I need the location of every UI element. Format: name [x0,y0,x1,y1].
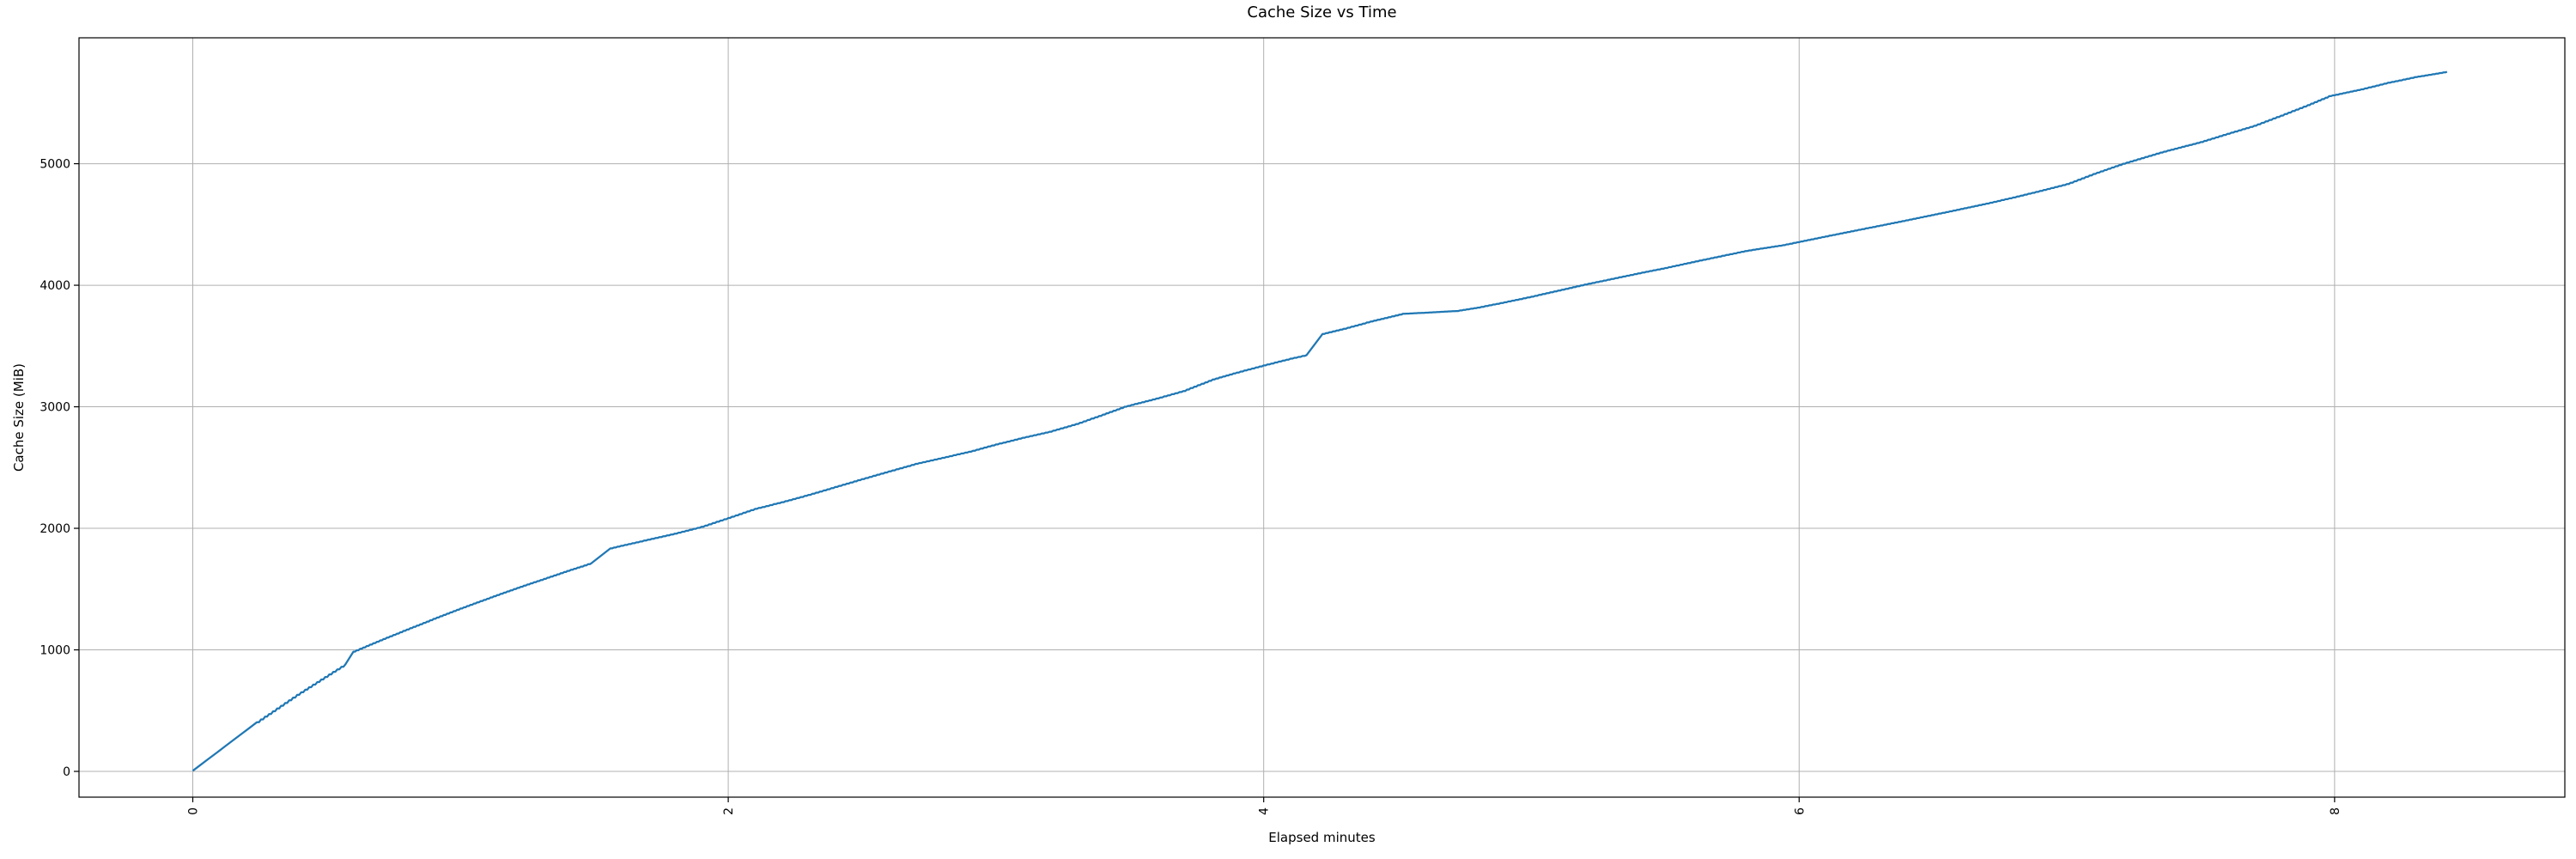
y-tick-label: 4000 [39,279,70,293]
y-tick-label: 1000 [39,644,70,658]
x-tick-label: 6 [1793,807,1807,815]
axes-spines [78,37,2566,798]
cache-size-line [191,70,2448,772]
chart-title: Cache Size vs Time [1247,3,1397,21]
x-tick-label: 4 [1258,807,1272,815]
x-axis-label: Elapsed minutes [1268,830,1376,845]
y-tick-label: 2000 [39,522,70,536]
y-tick-label: 0 [63,765,70,779]
x-tick-label: 8 [2329,807,2342,815]
y-tick-label: 3000 [39,401,70,415]
x-tick-label: 0 [187,807,201,815]
x-tick-label: 2 [722,807,736,815]
y-tick-label: 5000 [39,158,70,172]
